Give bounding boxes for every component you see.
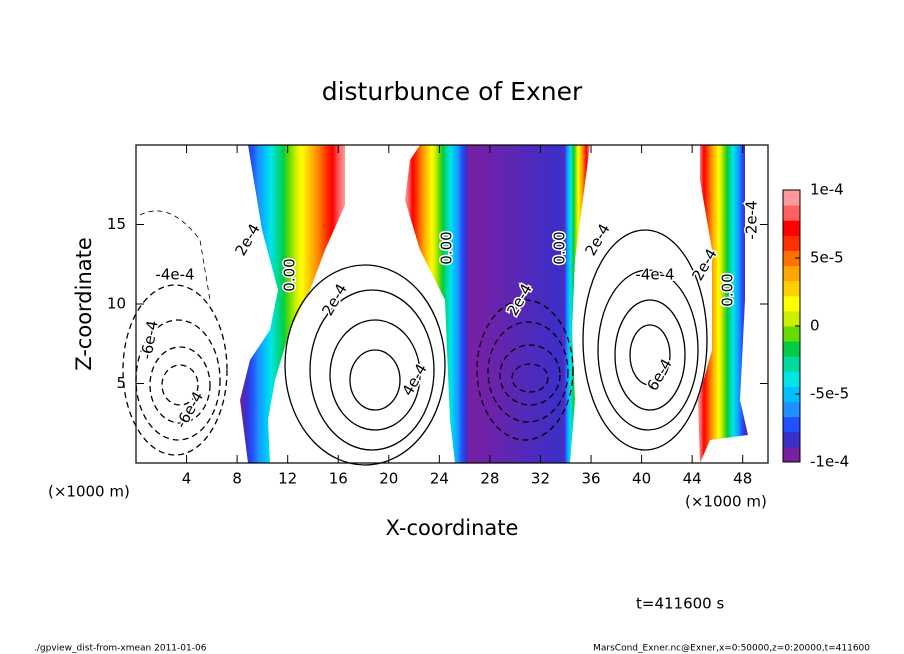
shaded-band [240,145,345,463]
y-tick-label: 15 [107,215,126,233]
contour-label: -2e-4 [743,200,761,239]
contour-label: -4e-4 [635,266,674,284]
colorbar-tick-label: 1e-4 [810,181,844,199]
x-tick-label: 12 [278,470,297,488]
colorbar-swatch [783,235,800,251]
colorbar-swatch [783,295,800,312]
colorbar-swatch [783,326,800,342]
y-axis-label: Z-coordinate [72,237,96,371]
colorbar-swatch [783,446,800,463]
colorbar-swatch [783,356,800,372]
colorbar-tick-label: -1e-4 [810,453,849,471]
y-tick-label: 5 [116,374,126,392]
colorbar-swatch [783,341,800,357]
time-label: t=411600 s [636,595,724,613]
x-tick-label: 8 [232,470,242,488]
colorbar-swatch [783,386,800,403]
colorbar-swatch [783,431,800,448]
contour-label: -6e-4 [172,388,207,431]
contour-label: -6e-4 [137,319,162,361]
footer-right: MarsCond_Exner.nc@Exner,x=0:50000,z=0:20… [593,644,870,654]
x-unit-label: (×1000 m) [48,483,130,501]
colorbar-swatch [783,190,800,206]
x-tick-label: 28 [480,470,499,488]
contour-label: 0.00 [719,273,737,306]
contour-label: 0.00 [551,231,569,264]
contour-label: 2e-4 [581,221,613,259]
colorbar-swatch [783,401,800,418]
colorbar-tick-label: -5e-5 [810,385,849,403]
colorbar-swatch [783,205,800,221]
shaded-band [405,145,590,463]
x-tick-label: 48 [733,470,752,488]
x-tick-label: 36 [581,470,600,488]
contour-field [122,145,748,466]
contour-label: -4e-4 [155,266,194,284]
colorbar-swatch [783,416,800,433]
x-tick-label: 4 [182,470,192,488]
chart-title: disturbunce of Exner [322,77,583,106]
colorbar-swatch [783,310,800,327]
x-tick-label: 24 [430,470,449,488]
x-unit-label: (×1000 m) [685,493,767,511]
contour-label: 6e-4 [643,356,675,394]
contour-label: 2e-4 [231,221,263,259]
contour-label: 4e-4 [398,361,430,399]
contour-label: 0.00 [281,258,299,291]
colorbar-swatch [783,371,800,387]
colorbar-tick-label: 5e-5 [810,249,844,267]
colorbar-tick-label: 0 [810,317,820,335]
y-tick-label: 10 [107,295,126,313]
colorbar-swatch [783,280,800,297]
colorbar-swatch [783,265,800,282]
contour-label: 2e-4 [318,281,350,319]
shaded-band [698,145,748,463]
x-axis-label: X-coordinate [386,516,519,540]
x-tick-label: 44 [683,470,702,488]
colorbar-swatch [783,250,800,267]
x-tick-label: 32 [531,470,550,488]
x-tick-label: 16 [329,470,348,488]
x-tick-label: 20 [379,470,398,488]
colorbar-swatch [783,220,800,236]
x-tick-label: 40 [632,470,651,488]
contour-label: 0.00 [438,231,456,264]
footer-left: ./gpview_dist-from-xmean 2011-01-06 [34,644,207,654]
